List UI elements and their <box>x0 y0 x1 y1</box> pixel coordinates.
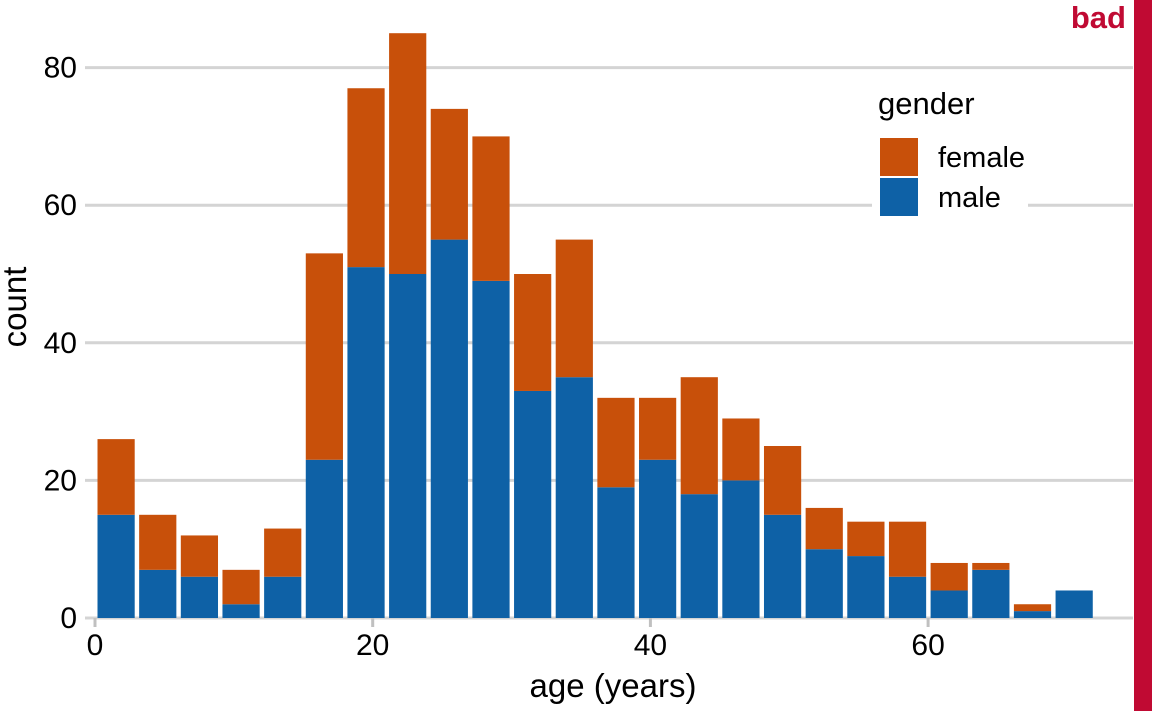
y-tick-label-80: 80 <box>44 52 77 85</box>
y-tick-label-20: 20 <box>44 464 77 497</box>
bar-male-19 <box>888 576 927 618</box>
bar-male-5 <box>305 459 343 618</box>
bar-male-15 <box>722 480 760 618</box>
bar-male-12 <box>597 487 635 618</box>
bar-female-20 <box>930 562 968 591</box>
y-tick-label-60: 60 <box>44 189 77 222</box>
bar-male-13 <box>639 459 677 618</box>
bar-male-20 <box>930 590 968 618</box>
legend-label-female: female <box>938 142 1025 174</box>
bar-male-22 <box>1013 611 1052 618</box>
y-tick-label-0: 0 <box>60 602 77 635</box>
bar-female-3 <box>222 569 260 605</box>
bar-female-4 <box>264 528 302 577</box>
bar-female-1 <box>139 514 177 570</box>
bar-female-18 <box>847 521 885 557</box>
bar-male-9 <box>472 280 510 618</box>
bar-female-17 <box>805 507 843 550</box>
axes: 0 20 40 60 0 20 40 60 80 <box>44 52 945 662</box>
legend-swatch-female <box>880 138 918 176</box>
y-tick-label-40: 40 <box>44 327 77 360</box>
bar-male-4 <box>264 576 302 618</box>
legend: gender female male <box>872 76 1028 222</box>
bar-female-12 <box>597 397 635 488</box>
bar-male-18 <box>847 556 885 618</box>
x-tick-label-40: 40 <box>634 629 667 662</box>
bar-female-14 <box>680 377 718 495</box>
bar-male-6 <box>347 267 385 618</box>
x-tick-label-20: 20 <box>356 629 389 662</box>
bars <box>97 33 1093 618</box>
bar-male-2 <box>180 576 219 618</box>
bar-female-9 <box>472 136 510 281</box>
bar-male-10 <box>514 390 552 618</box>
bar-male-23 <box>1055 590 1093 618</box>
bar-female-13 <box>639 397 677 460</box>
bar-female-10 <box>514 274 552 391</box>
bar-female-15 <box>722 418 760 481</box>
legend-label-male: male <box>938 182 1001 214</box>
bad-annotation: bad <box>1070 0 1126 35</box>
y-axis-title: count <box>0 267 33 348</box>
bar-female-16 <box>763 446 802 515</box>
bar-female-2 <box>180 535 219 577</box>
bar-male-21 <box>972 569 1010 618</box>
bar-female-8 <box>430 108 468 240</box>
bar-female-19 <box>888 521 927 577</box>
bar-male-7 <box>389 274 427 618</box>
bar-male-3 <box>222 604 260 618</box>
bar-female-22 <box>1013 604 1052 612</box>
x-tick-label-60: 60 <box>911 629 944 662</box>
bar-female-21 <box>972 562 1010 570</box>
legend-title: gender <box>878 86 975 121</box>
bar-male-14 <box>680 494 718 618</box>
x-tick-label-0: 0 <box>87 629 104 662</box>
bar-male-1 <box>139 569 177 618</box>
x-axis-title: age (years) <box>530 667 697 704</box>
bar-male-17 <box>805 549 843 618</box>
bar-female-7 <box>389 33 427 275</box>
bar-male-11 <box>555 377 593 618</box>
bar-female-0 <box>97 439 135 515</box>
bar-male-0 <box>97 514 135 618</box>
annotation-bar <box>1134 0 1152 711</box>
bar-male-16 <box>763 514 802 618</box>
bar-female-5 <box>305 253 343 460</box>
legend-swatch-male <box>880 178 918 216</box>
bar-male-8 <box>430 239 468 618</box>
bar-female-11 <box>555 239 593 378</box>
bar-female-6 <box>347 88 385 268</box>
